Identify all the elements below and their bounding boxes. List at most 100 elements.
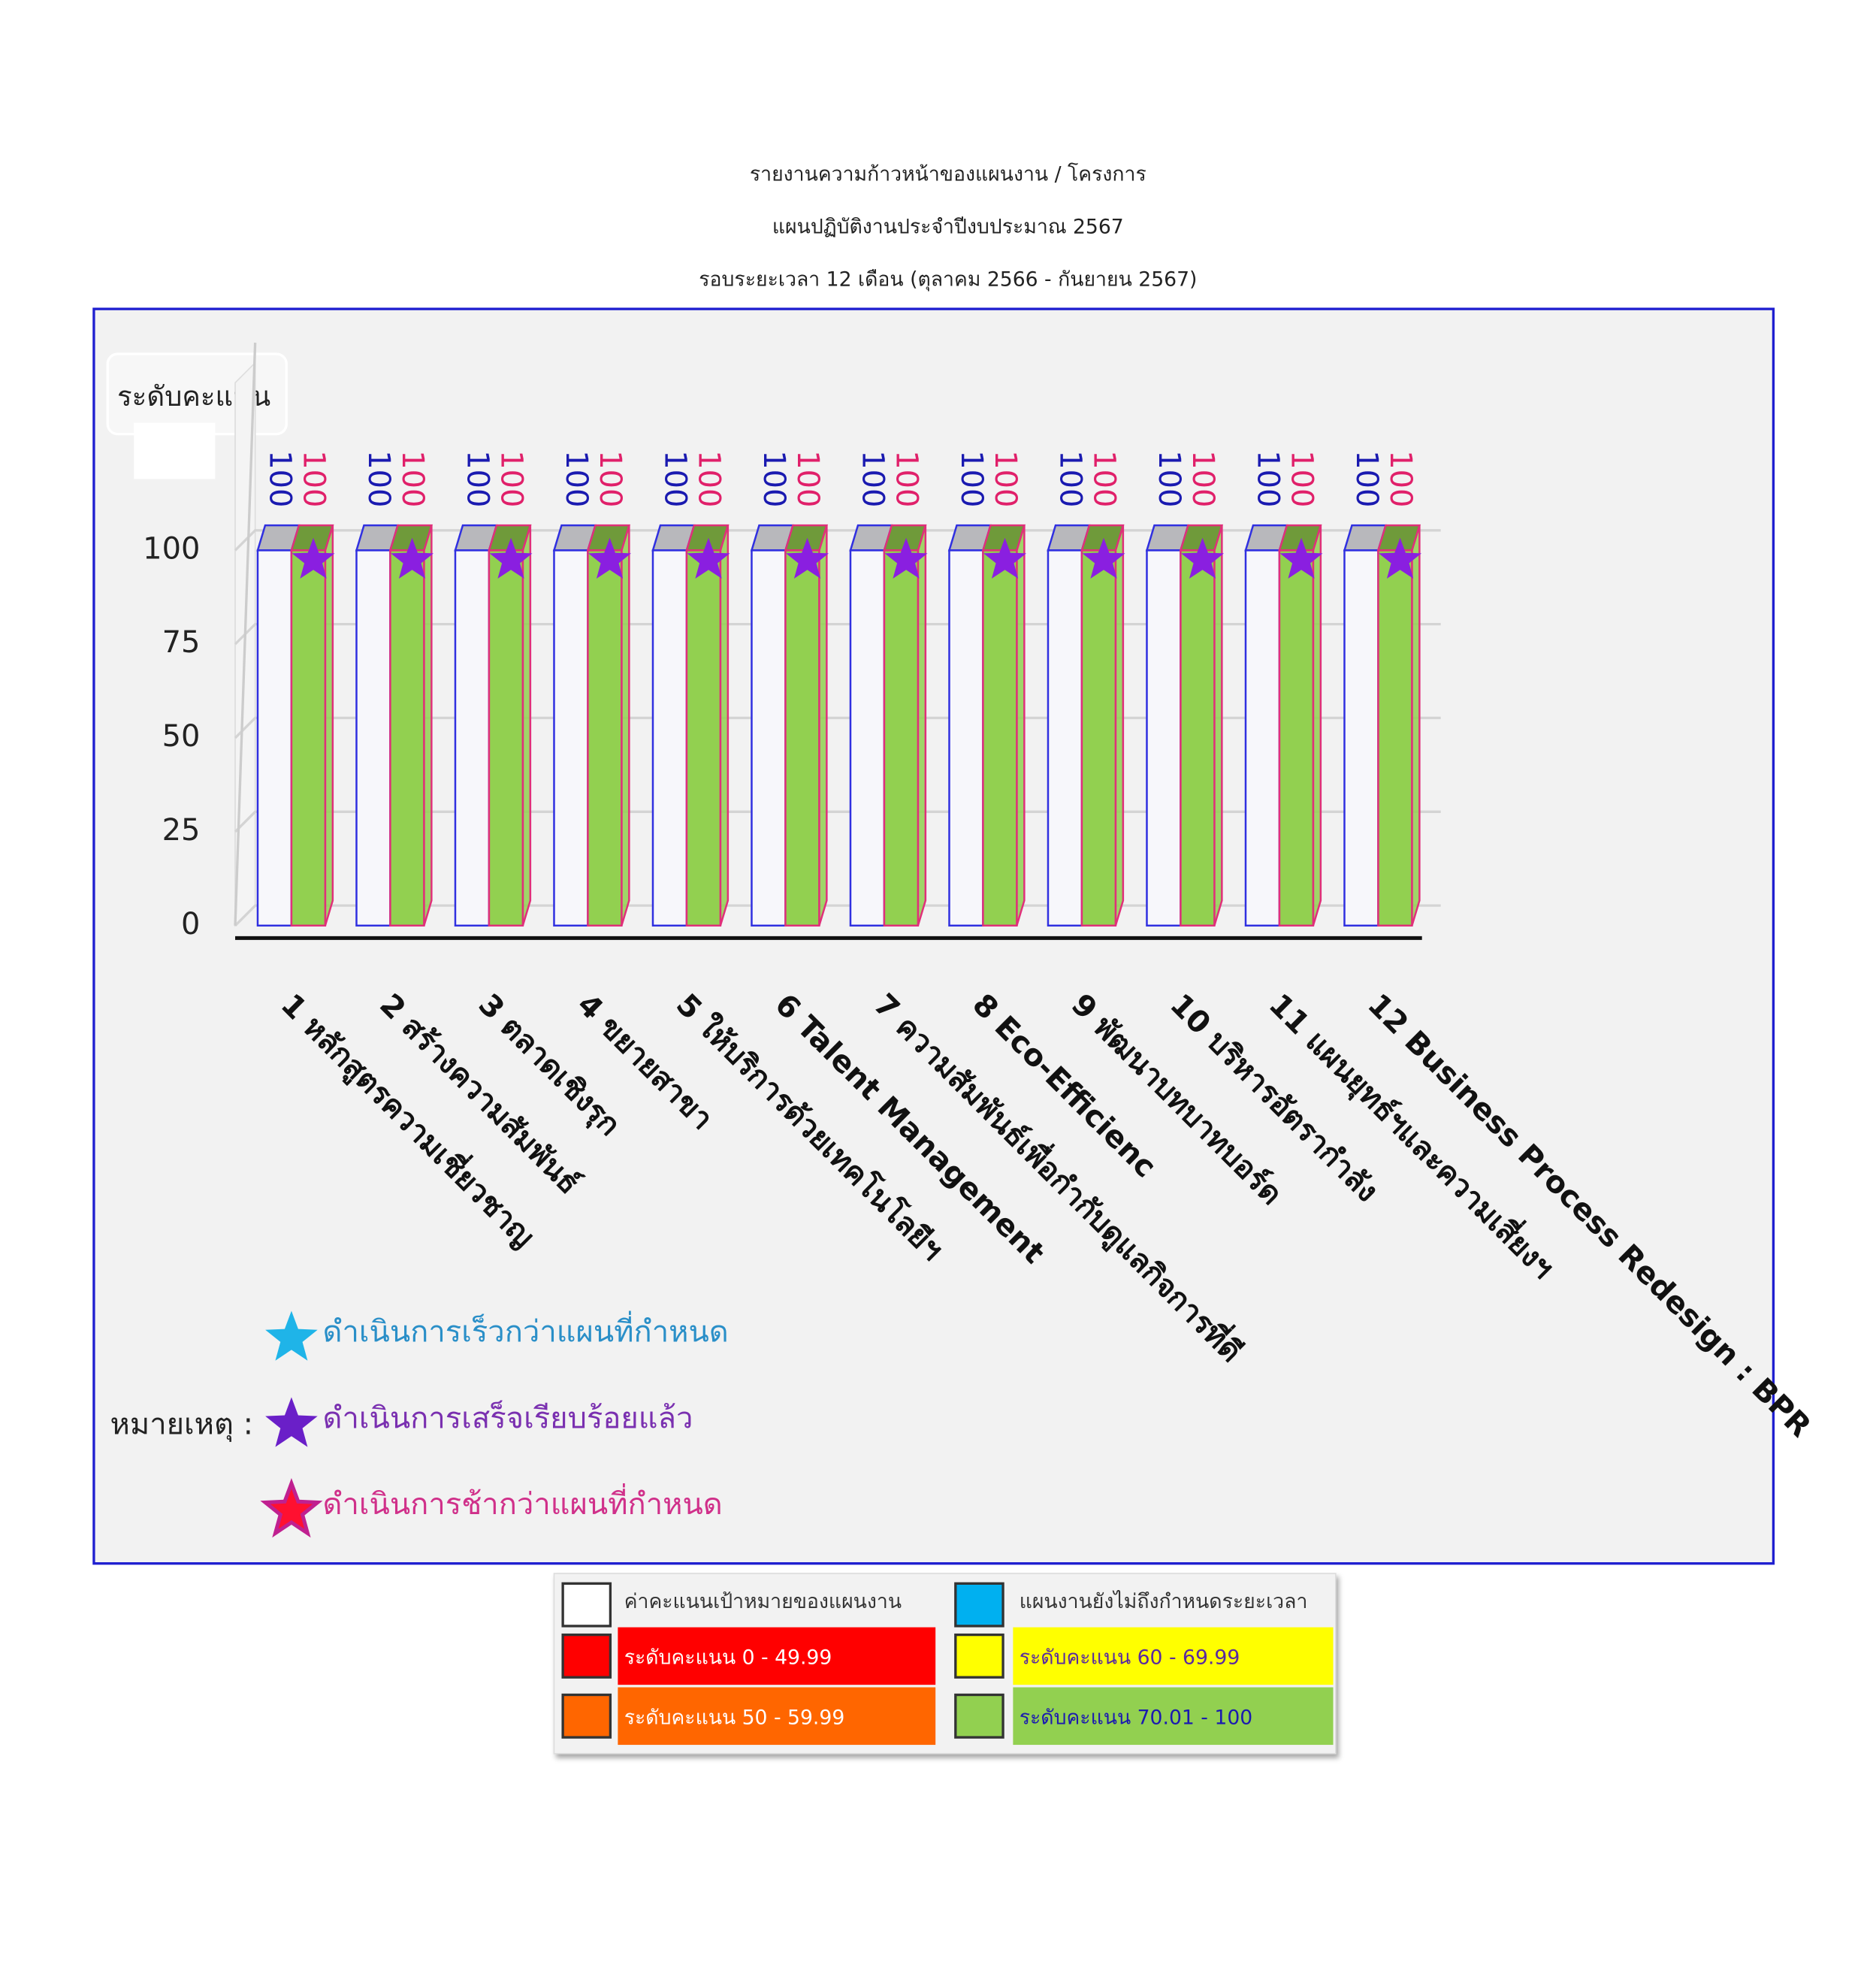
value-label: 100 xyxy=(889,450,923,507)
value-label: 100 xyxy=(1152,450,1186,507)
note-star xyxy=(265,1397,318,1447)
y-tick-label: 25 xyxy=(162,813,201,848)
status-star xyxy=(588,537,632,579)
legend-cell xyxy=(1013,1687,1334,1746)
y-tick-label: 0 xyxy=(181,907,200,942)
bar-side xyxy=(1114,524,1125,927)
status-star xyxy=(1181,537,1225,579)
value-label: 100 xyxy=(1186,450,1220,507)
legend-text: แผนงานยังไม่ถึงกำหนดระยะเวลา xyxy=(1020,1590,1308,1613)
legend-swatch xyxy=(561,1693,612,1739)
bar xyxy=(948,549,984,927)
bar xyxy=(1047,549,1083,927)
note-star xyxy=(260,1478,323,1538)
bar xyxy=(849,549,886,927)
bar xyxy=(1080,549,1117,927)
chart-title: รายงานความก้าวหน้าของแผนงาน / โครงการ xyxy=(750,163,1146,186)
value-label: 100 xyxy=(1053,450,1087,507)
status-star xyxy=(786,537,829,579)
value-label: 100 xyxy=(460,450,494,507)
bar xyxy=(488,549,524,927)
bar-side xyxy=(1312,524,1322,927)
y-axis xyxy=(234,343,257,926)
bar xyxy=(751,549,787,927)
bar xyxy=(553,549,589,927)
value-label: 100 xyxy=(559,450,594,507)
bar xyxy=(651,549,688,927)
chart-title: รอบระยะเวลา 12 เดือน (ตุลาคม 2566 - กันย… xyxy=(699,268,1197,291)
grid-line xyxy=(234,529,1441,552)
value-label: 100 xyxy=(1086,450,1121,507)
axis-label-patch xyxy=(134,422,216,479)
bar-side xyxy=(917,524,927,927)
legend-swatch xyxy=(561,1582,612,1628)
bar-side xyxy=(719,524,730,927)
legend-cell xyxy=(618,1687,936,1746)
bar-side xyxy=(818,524,828,927)
value-label: 100 xyxy=(988,450,1023,507)
legend-swatch xyxy=(561,1633,612,1679)
y-tick-label: 75 xyxy=(162,625,201,660)
bar-side xyxy=(621,524,630,927)
legend-swatch xyxy=(954,1582,1004,1628)
value-label: 100 xyxy=(954,450,989,507)
value-label: 100 xyxy=(1383,450,1418,507)
legend-text: ค่าคะแนนเป้าหมายของแผนงาน xyxy=(624,1590,902,1613)
note-text: ดำเนินการช้ากว่าแผนที่กำหนด xyxy=(323,1483,723,1522)
y-tick-label: 100 xyxy=(143,531,200,566)
legend-cell xyxy=(618,1627,936,1685)
bar xyxy=(1343,549,1379,927)
value-label: 100 xyxy=(790,450,825,507)
bar xyxy=(290,549,327,927)
notes-label: หมายเหตุ : xyxy=(110,1407,254,1443)
bar-side xyxy=(1213,524,1223,927)
value-label: 100 xyxy=(855,450,890,507)
chart-title: แผนปฏิบัติงานประจำปีงบประมาณ 2567 xyxy=(772,215,1124,238)
legend-text: ระดับคะแนน 70.01 - 100 xyxy=(1020,1706,1253,1730)
legend-swatch xyxy=(954,1633,1004,1679)
grid-line xyxy=(234,904,1441,927)
legend-text: ระดับคะแนน 60 - 69.99 xyxy=(1020,1646,1240,1670)
bar-side xyxy=(324,524,334,927)
legend-text: ระดับคะแนน 50 - 59.99 xyxy=(624,1706,845,1730)
bar xyxy=(1278,549,1315,927)
bar xyxy=(355,549,391,927)
value-label: 100 xyxy=(395,450,430,507)
bar xyxy=(1377,549,1413,927)
value-label: 100 xyxy=(494,450,528,507)
bar-side xyxy=(521,524,532,927)
value-label: 100 xyxy=(361,450,396,507)
status-star xyxy=(489,537,533,579)
value-label: 100 xyxy=(1349,450,1384,507)
bar xyxy=(1146,549,1182,927)
value-label: 100 xyxy=(262,450,297,507)
value-label: 100 xyxy=(691,450,726,507)
status-star xyxy=(391,537,434,579)
bar xyxy=(587,549,623,927)
note-text: ดำเนินการเสร็จเรียบร้อยแล้ว xyxy=(323,1399,693,1435)
legend-cell xyxy=(1013,1627,1334,1685)
bar xyxy=(389,549,425,927)
value-label: 100 xyxy=(296,450,331,507)
note-text: ดำเนินการเร็วกว่าแผนที่กำหนด xyxy=(323,1310,729,1349)
bar xyxy=(454,549,491,927)
status-star xyxy=(1379,537,1422,579)
bar xyxy=(1180,549,1216,927)
bar xyxy=(883,549,920,927)
legend-swatch xyxy=(954,1693,1004,1739)
y-tick-label: 50 xyxy=(162,719,201,754)
legend-text: ระดับคะแนน 0 - 49.99 xyxy=(624,1646,832,1670)
bar-side xyxy=(1016,524,1026,927)
grid-line xyxy=(234,810,1441,833)
status-star xyxy=(1279,537,1323,579)
status-star xyxy=(884,537,928,579)
grid-line xyxy=(234,622,1441,645)
status-star xyxy=(1082,537,1125,579)
bar xyxy=(256,549,293,927)
note-star xyxy=(265,1310,318,1361)
status-star xyxy=(292,537,335,579)
bar xyxy=(982,549,1018,927)
value-label: 100 xyxy=(657,450,692,507)
